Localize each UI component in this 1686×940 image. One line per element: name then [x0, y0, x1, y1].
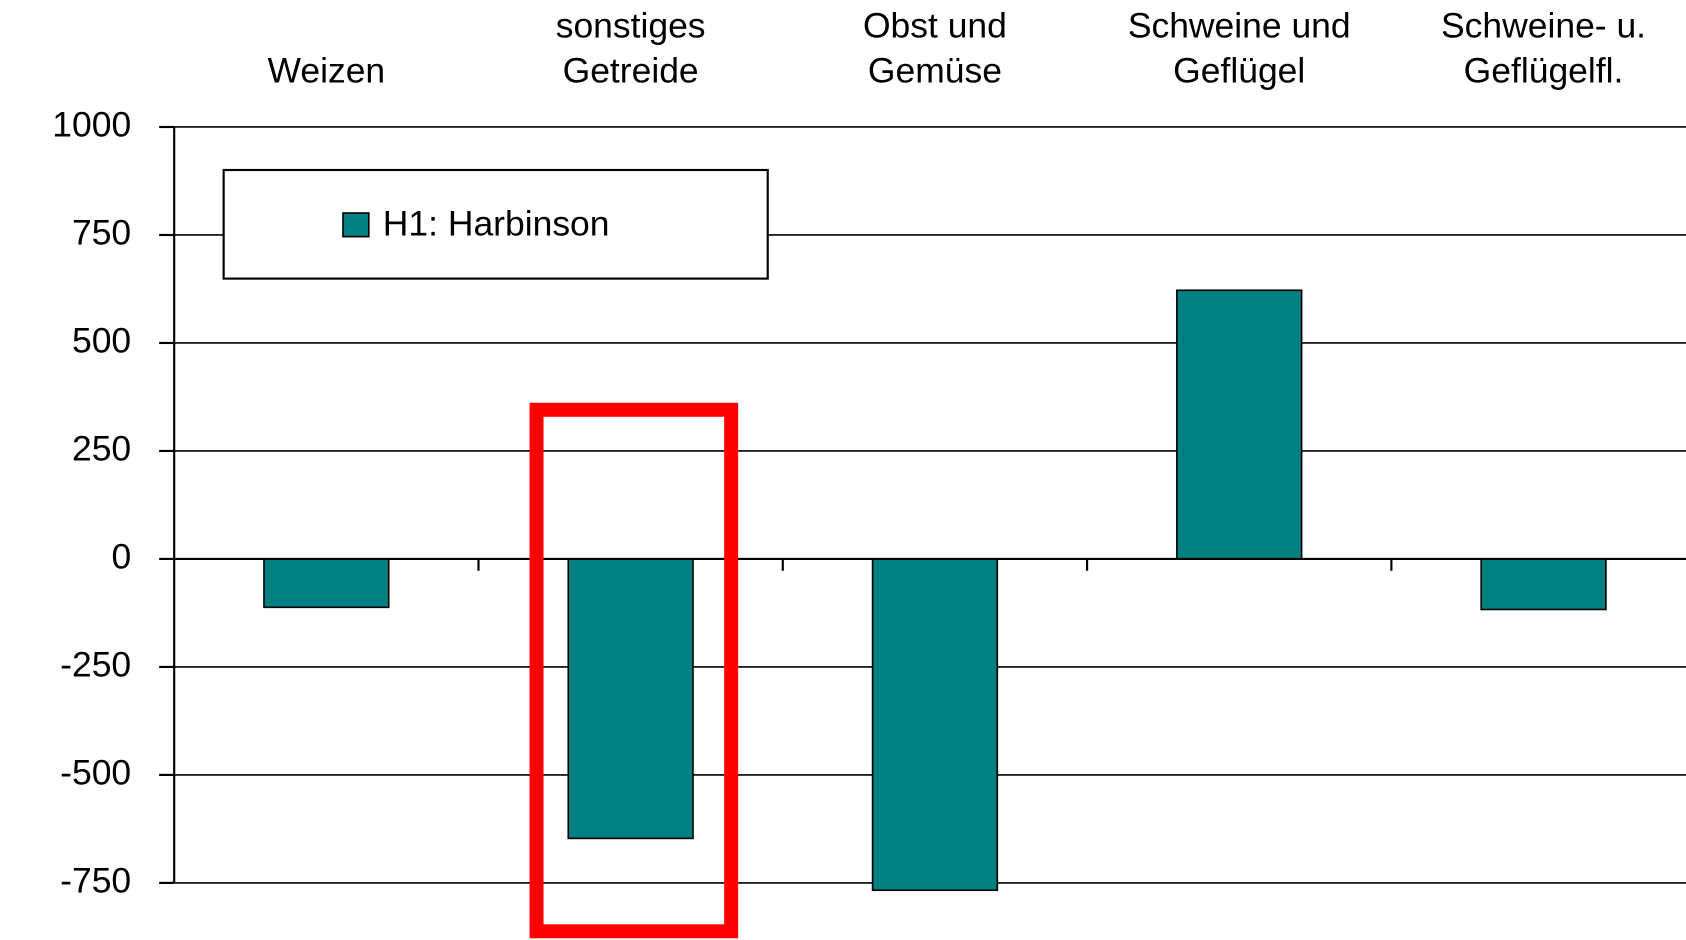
x-tick-label: Schweine- u.	[1441, 5, 1646, 45]
y-tick-label: 0	[111, 536, 131, 576]
legend-label: H1: Harbinson	[383, 203, 610, 243]
bar	[1176, 289, 1303, 560]
x-tick-label: Gemüse	[868, 51, 1002, 91]
highlight-box	[529, 402, 739, 939]
bar	[871, 558, 999, 892]
legend-box	[222, 168, 769, 280]
y-tick-label: 250	[72, 428, 131, 468]
x-tick-label: Schweine und	[1128, 5, 1351, 45]
y-tick-label: -750	[60, 860, 131, 900]
x-tick-label: Obst und	[863, 5, 1007, 45]
y-tick-label: 500	[72, 320, 131, 360]
legend: H1: Harbinson	[222, 168, 769, 280]
bars	[263, 289, 1607, 892]
x-tick-label: Getreide	[563, 51, 699, 91]
y-tick-label: -500	[60, 752, 131, 792]
y-tick-label: -250	[60, 644, 131, 684]
x-tick-label: Geflügel	[1173, 51, 1305, 91]
bar	[263, 558, 390, 609]
bar	[1480, 558, 1607, 611]
y-tick-label: 1000	[52, 104, 131, 144]
x-tick-label: Weizen	[268, 51, 386, 91]
axes: -750 -500 -250 0 250 500 750 1000 Weizen sonstige…	[52, 5, 1686, 900]
bar	[567, 558, 694, 840]
x-tick-label: Geflügelfl.	[1464, 51, 1624, 91]
x-tick-label: sonstiges	[556, 5, 706, 45]
legend-swatch	[342, 212, 370, 238]
y-tick-label: 750	[72, 212, 131, 252]
